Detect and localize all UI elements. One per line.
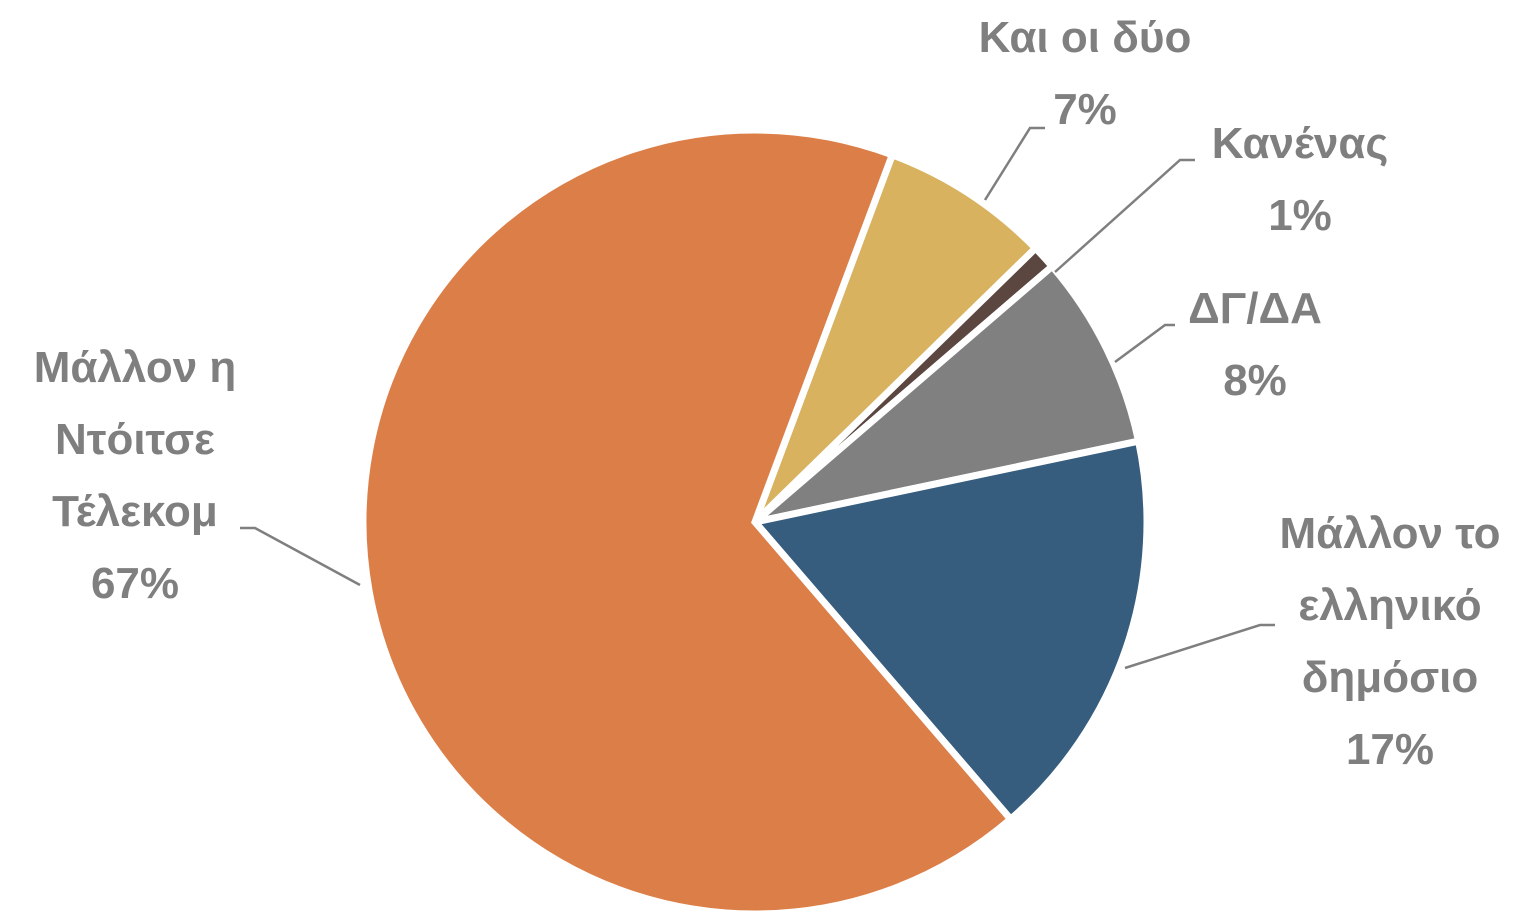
data-label: Μάλλον το ελληνικό δημόσιο 17%	[1240, 498, 1528, 786]
value-label: 7%	[1053, 85, 1117, 134]
value-label: 17%	[1345, 725, 1435, 774]
pie-slice	[751, 150, 1041, 525]
pie-slice	[359, 126, 1016, 912]
category-label: ΔΓ/ΔΑ	[1188, 284, 1322, 333]
data-label: Και οι δύο 7%	[979, 2, 1192, 146]
data-label: Μάλλον η Ντόιτσε Τέλεκομ 67%	[3, 332, 268, 620]
value-label: 1%	[1268, 191, 1332, 240]
category-label: Και οι δύο	[978, 13, 1192, 62]
leader-line	[1114, 323, 1175, 364]
category-label: Μάλλον το ελληνικό δημόσιο	[1279, 509, 1501, 702]
pie-slice	[748, 437, 1151, 825]
leader-line	[1124, 623, 1275, 670]
leader-line	[983, 126, 1045, 201]
category-label: Κανένας	[1211, 119, 1389, 168]
data-label: Κανένας 1%	[1212, 108, 1389, 252]
data-label: ΔΓ/ΔΑ 8%	[1188, 273, 1322, 417]
leader-line	[1054, 158, 1195, 273]
value-label: 8%	[1223, 356, 1287, 405]
category-label: Μάλλον η Ντόιτσε Τέλεκομ	[33, 343, 237, 536]
value-label: 67%	[90, 559, 180, 608]
leader-line	[240, 526, 361, 587]
